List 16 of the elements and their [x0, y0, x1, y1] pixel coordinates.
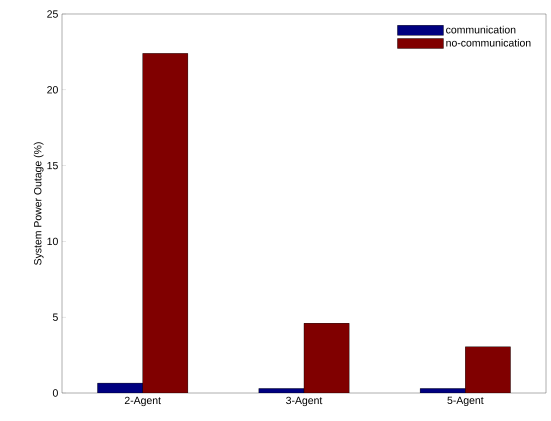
y-tick-label: 25 [47, 10, 58, 18]
x-tick-label: 2-Agent [124, 396, 161, 406]
bar [304, 323, 350, 393]
bar [97, 383, 143, 393]
y-tick-label: 15 [47, 162, 58, 170]
x-tick-label: 3-Agent [286, 396, 322, 406]
y-tick-label: 5 [52, 314, 58, 321]
legend-label: no-communication [446, 38, 530, 47]
bar [142, 53, 188, 393]
legend-label: communication [446, 26, 516, 34]
y-tick-label: 0 [52, 389, 58, 397]
y-tick-label: 20 [47, 86, 58, 94]
x-tick-label: 5-Agent [447, 396, 484, 406]
bar [465, 346, 511, 393]
y-tick-label: 10 [47, 238, 58, 246]
y-axis-title: System Power Outage (%) [34, 142, 44, 265]
